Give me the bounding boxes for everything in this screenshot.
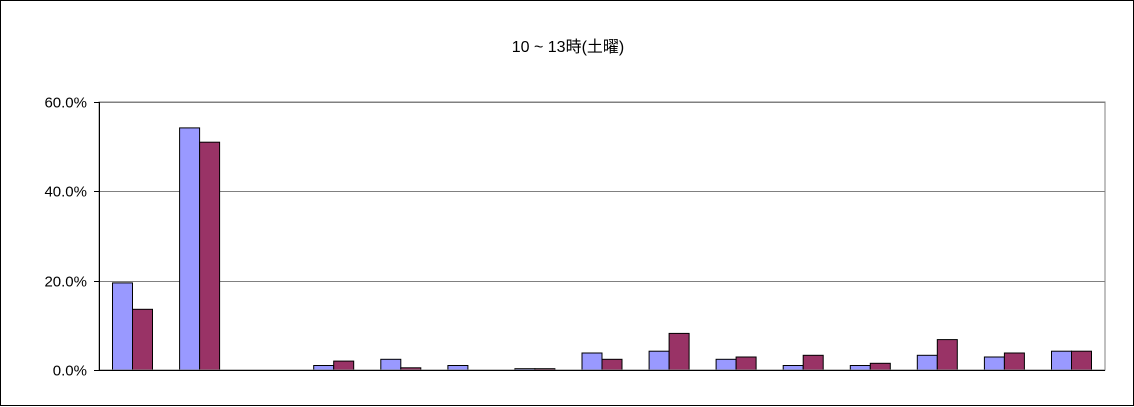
bar-series-1-cat-5 (380, 358, 402, 371)
bar-series-1-cat-6 (447, 365, 469, 371)
bars (112, 127, 1092, 371)
bar-series-2-cat-10 (735, 356, 757, 371)
bar-series-2-cat-4 (333, 360, 355, 371)
bar-series-1-cat-14 (983, 356, 1005, 371)
bar-series-2-cat-11 (802, 354, 824, 371)
y-tick-label: 20.0% (44, 274, 87, 291)
bar-series-1-cat-10 (715, 358, 737, 371)
bar-series-1-cat-1 (112, 282, 133, 371)
bar-series-1-cat-13 (916, 354, 938, 371)
y-tick-label: 40.0% (44, 184, 87, 201)
gridlines (99, 102, 1105, 371)
bar-series-2-cat-2 (199, 141, 221, 371)
bar-series-1-cat-9 (648, 350, 670, 371)
chart-title: 10 ~ 13時(土曜) (512, 38, 625, 56)
bar-series-1-cat-8 (581, 352, 603, 371)
bar-series-1-cat-12 (849, 365, 871, 371)
bar-series-2-cat-9 (668, 332, 690, 371)
axes (94, 101, 1106, 371)
bar-series-1-cat-15 (1051, 350, 1072, 371)
bar-series-1-cat-11 (782, 365, 804, 371)
plot-area-border (98, 101, 1106, 371)
bar-series-1-cat-4 (313, 365, 335, 371)
bar-series-2-cat-1 (132, 308, 153, 371)
bar-series-2-cat-14 (1003, 352, 1025, 371)
bar-series-2-cat-13 (936, 339, 958, 371)
y-tick-label: 60.0% (44, 95, 87, 112)
bar-series-2-cat-8 (601, 358, 623, 371)
bar-series-1-cat-2 (179, 127, 201, 371)
bar-series-2-cat-15 (1071, 350, 1092, 371)
y-tick-labels: 0.0% 20.0% 40.0% 60.0% (44, 95, 87, 380)
y-tick-label: 0.0% (53, 363, 87, 380)
bar-series-2-cat-12 (869, 362, 891, 371)
